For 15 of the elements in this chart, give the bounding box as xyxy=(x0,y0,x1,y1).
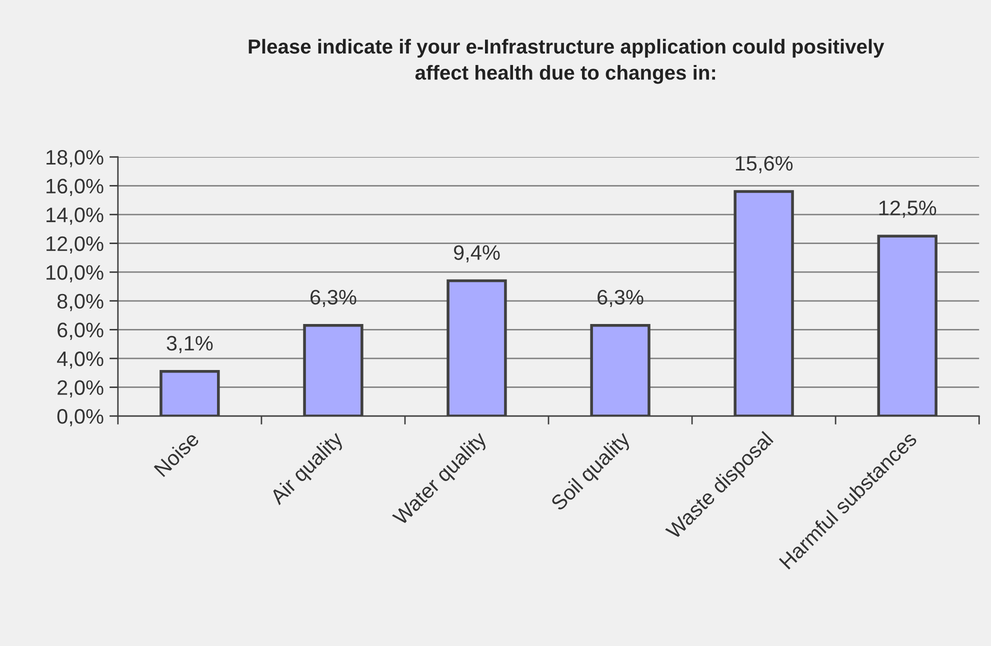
y-tick-label: 8,0% xyxy=(57,294,104,312)
y-tick-label: 18,0% xyxy=(46,150,104,168)
y-tick-label: 14,0% xyxy=(46,208,104,225)
data-label: 12,5% xyxy=(879,200,936,218)
chart-title: Please indicate if your e-Infrastructure application could positively affect health due to changes in: xyxy=(248,38,884,84)
y-tick-label: 16,0% xyxy=(46,178,104,196)
y-tick-label: 10,0% xyxy=(46,265,104,282)
y-tick-label: 4,0% xyxy=(57,351,104,369)
y-tick-label: 6,0% xyxy=(58,322,104,340)
y-tick-label: 12,0% xyxy=(46,236,104,254)
data-label: 9,4% xyxy=(454,245,500,262)
data-label: 15,6% xyxy=(736,156,793,174)
data-label: 3,1% xyxy=(166,336,213,354)
y-tick-label: 2,0% xyxy=(58,380,104,398)
y-tick-label: 0,0% xyxy=(57,409,104,426)
